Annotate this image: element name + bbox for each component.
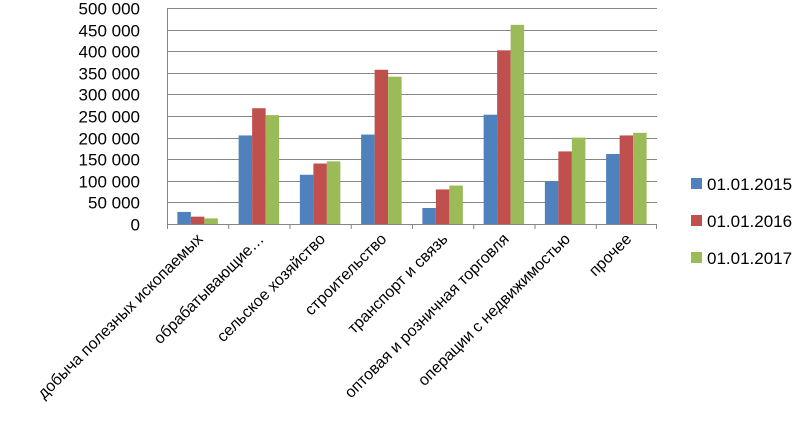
bar-3-2 <box>265 115 280 224</box>
legend-label: 01.01.2016 <box>707 212 792 231</box>
y-tick-label: 250 000 <box>79 108 140 127</box>
bar-1-8 <box>606 154 620 224</box>
bar-3-3 <box>326 161 341 224</box>
y-tick-label: 400 000 <box>79 43 140 62</box>
bar-1-5 <box>422 208 436 224</box>
y-tick-label: 350 000 <box>79 65 140 84</box>
bar-3-7 <box>571 137 586 224</box>
bar-2-6 <box>497 50 511 224</box>
bar-3-8 <box>633 132 647 224</box>
x-category-label: обрабатывающие… <box>151 231 268 348</box>
x-category-label: сельское хозяйство <box>214 231 329 346</box>
y-tick-label: 300 000 <box>79 86 140 105</box>
y-tick-label: 0 <box>131 216 140 235</box>
legend: 01.01.2015 01.01.2016 01.01.2017 <box>691 175 792 268</box>
bar-2-5 <box>435 189 450 224</box>
legend-label: 01.01.2015 <box>707 175 792 194</box>
bar-1-2 <box>238 135 253 224</box>
x-category-label: транспорт и связь <box>345 231 452 338</box>
bar-1-1 <box>177 211 191 224</box>
bar-2-8 <box>619 135 634 224</box>
x-category-label: прочее <box>586 231 635 280</box>
bar-1-4 <box>361 134 375 224</box>
y-tick-label: 200 000 <box>79 130 140 149</box>
y-tick-label: 500 000 <box>79 0 140 19</box>
legend-swatch <box>691 215 702 226</box>
x-axis-category-labels: добыча полезных ископаемыхобрабатывающие… <box>35 231 635 403</box>
bar-3-6 <box>510 24 525 225</box>
y-tick-label: 100 000 <box>79 173 140 192</box>
y-tick-label: 450 000 <box>79 22 140 41</box>
bar-2-1 <box>190 216 205 224</box>
bar-1-6 <box>483 114 498 224</box>
bar-3-4 <box>388 76 402 224</box>
bar-3-1 <box>204 218 218 224</box>
y-tick-label: 150 000 <box>79 151 140 170</box>
y-tick-label: 50 000 <box>88 194 140 213</box>
bar-2-7 <box>558 151 572 224</box>
bar-1-3 <box>299 174 314 224</box>
bar-2-2 <box>252 108 266 224</box>
bar-2-4 <box>374 69 389 224</box>
bar-1-7 <box>544 181 559 224</box>
legend-label: 01.01.2017 <box>707 249 792 268</box>
bars <box>167 24 657 229</box>
legend-swatch <box>691 178 702 189</box>
bar-2-3 <box>313 163 327 224</box>
bar-3-5 <box>449 185 463 224</box>
y-axis-tick-labels: 0 50 000 100 000 150 000 200 000 250 000 300 0… <box>79 0 140 235</box>
legend-swatch <box>691 252 702 263</box>
